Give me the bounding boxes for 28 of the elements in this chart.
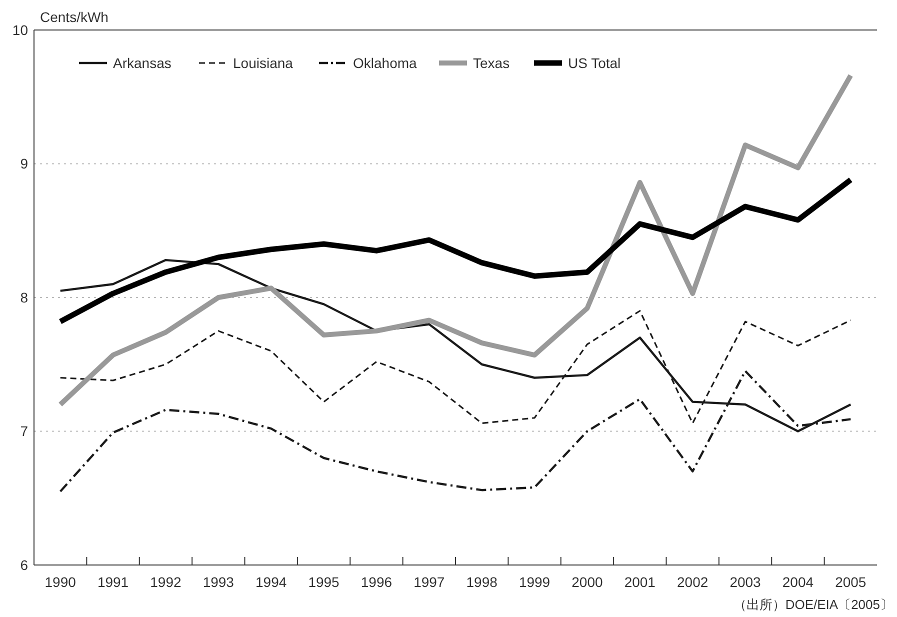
x-tick-label: 2002 [677,574,708,590]
text: （出所）DOE/EIA〔2005〕 [733,597,893,612]
y-tick-label: 10 [12,22,28,38]
x-tick-label: 1992 [150,574,182,590]
x-tick-label: 2000 [572,574,603,590]
x-tick-label: 1997 [414,574,445,590]
x-tick-label: 1990 [44,574,76,590]
y-axis-title: Cents/kWh [40,9,108,25]
x-tick-label: 1994 [256,574,287,590]
y-tick-label: 6 [20,556,28,573]
x-tick-label: 1993 [202,574,234,590]
x-tick-label: 1998 [466,574,498,590]
x-tick-label: 2003 [730,574,762,590]
x-tick-label: 1991 [97,574,129,590]
x-tick-label: 1999 [518,574,550,590]
y-tick-label: 8 [20,289,28,306]
y-tick-label: 9 [20,156,28,172]
x-tick-label: 1996 [360,574,392,590]
y-tick-label: 7 [20,423,28,440]
x-tick-label: 2005 [835,574,866,590]
x-tick-label: 1995 [308,574,340,590]
legend-label: Oklahoma [353,54,418,71]
legend-label: Louisiana [233,54,294,71]
x-tick-label: 2001 [624,574,656,590]
x-tick-label: 2004 [782,574,814,590]
legend-label: US Total [568,54,621,71]
legend-label: Arkansas [113,54,172,71]
legend-label: Texas [473,54,510,71]
